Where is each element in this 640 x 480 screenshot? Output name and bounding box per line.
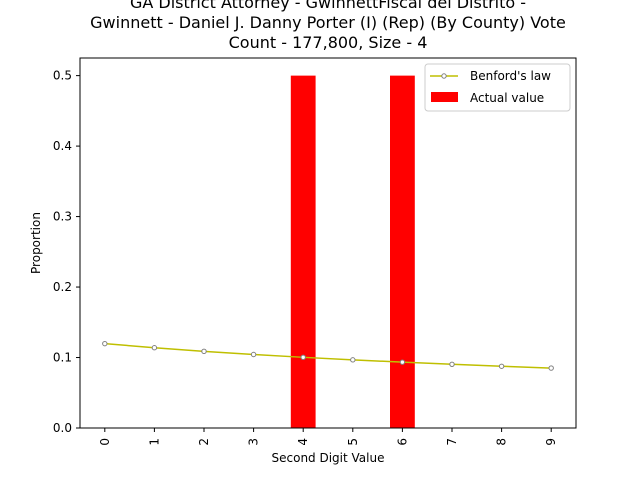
benford-line [104,342,552,369]
y-tick-label-0.1: 0.1 [53,351,72,365]
benford-point-9 [548,365,554,371]
legend-label-actual: Actual value [470,91,544,105]
benford-point-5 [350,357,356,363]
x-axis-label: Second Digit Value [272,451,385,465]
benford-point-2 [201,348,207,355]
benford-point-8 [498,363,505,369]
chart-legend: Benford's law Actual value [424,63,571,112]
benford-point-7 [449,361,455,367]
benford-point-1 [151,345,158,351]
y-tick-label-0.2: 0.2 [53,280,72,294]
y-axis-label: Proportion [29,212,43,274]
benford-point-3 [250,351,257,358]
x-tick-label-3: 3 [247,438,261,446]
legend-box [424,63,571,112]
plot-area-frame [79,57,577,429]
y-tick-label-0.0: 0.0 [53,421,72,435]
benford-point-4 [300,354,306,361]
x-tick-label-9: 9 [544,438,558,446]
legend-label-benford: Benford's law [470,69,551,83]
y-axis-ticks: 0.0 0.1 0.2 0.3 0.4 0.5 [53,69,80,435]
line-series-group [102,340,554,371]
bar-digit-6 [390,75,415,428]
chart-title-line-1: GA District Attorney - GwinnettFiscal de… [130,0,526,12]
benford-point-0 [102,340,108,347]
y-tick-label-0.4: 0.4 [53,139,72,153]
chart-title-line-2: Gwinnett - Daniel J. Danny Porter (I) (R… [90,13,566,32]
x-tick-label-2: 2 [197,438,211,446]
legend-bar-swatch [431,92,458,102]
x-axis-ticks: 0 1 2 3 4 5 6 7 8 9 [98,428,558,446]
benford-point-6 [399,359,406,365]
y-tick-label-0.5: 0.5 [53,69,72,83]
x-tick-label-0: 0 [98,438,112,446]
legend-line-marker [441,73,447,79]
x-tick-label-6: 6 [395,438,409,446]
x-tick-label-5: 5 [346,438,360,446]
y-tick-label-0.3: 0.3 [53,210,72,224]
x-tick-label-7: 7 [445,438,459,446]
chart-title-line-3: Count - 177,800, Size - 4 [229,33,428,52]
chart-title: GA District Attorney - GwinnettFiscal de… [90,0,566,52]
x-tick-label-1: 1 [147,438,161,446]
x-tick-label-4: 4 [296,438,310,446]
bar-series-group [290,75,415,428]
bar-digit-4 [290,75,316,428]
x-tick-label-8: 8 [495,438,509,446]
